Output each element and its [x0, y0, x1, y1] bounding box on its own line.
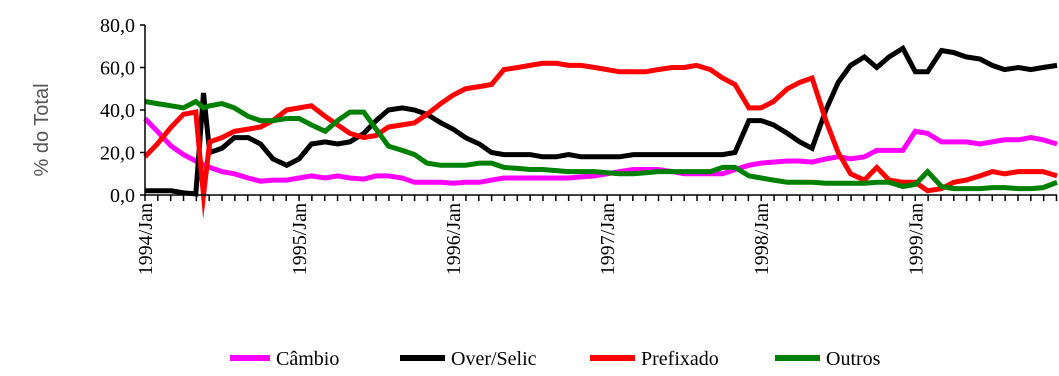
- series-line-outros: [144, 98, 1058, 192]
- y-tick-label: 0,0: [110, 185, 135, 207]
- y-tick-label: 40,0: [100, 100, 135, 122]
- y-tick-label: 20,0: [100, 143, 135, 165]
- x-tick-label: 1995/Jan: [289, 203, 311, 275]
- legend-label: Over/Selic: [451, 348, 537, 370]
- x-tick-label: 1994/Jan: [135, 203, 157, 275]
- y-tick-label: 60,0: [100, 58, 135, 80]
- legend: Câmbio Over/Selic Prefixado Outros: [230, 348, 881, 370]
- x-tick-label: 1996/Jan: [443, 203, 465, 275]
- legend-label: Câmbio: [276, 348, 339, 370]
- y-tick-label: 80,0: [100, 15, 135, 37]
- y-axis-ticks: 0,0 20,0 40,0 60,0 80,0: [100, 15, 145, 207]
- y-axis-title: % do Total: [31, 83, 53, 176]
- series-layer: [143, 44, 1058, 219]
- series-line-over-selic: [145, 44, 1058, 197]
- series-line-c-mbio: [143, 116, 1058, 186]
- x-tick-label: 1999/Jan: [905, 203, 927, 275]
- legend-label: Prefixado: [641, 348, 719, 370]
- x-axis-ticks: 1994/Jan 1995/Jan 1996/Jan 1997/Jan 1998/Jan…: [135, 195, 1058, 275]
- x-tick-label: 1998/Jan: [751, 203, 773, 275]
- legend-label: Outros: [826, 348, 881, 370]
- series-line-prefixado: [143, 60, 1058, 219]
- x-tick-label: 1997/Jan: [597, 203, 619, 275]
